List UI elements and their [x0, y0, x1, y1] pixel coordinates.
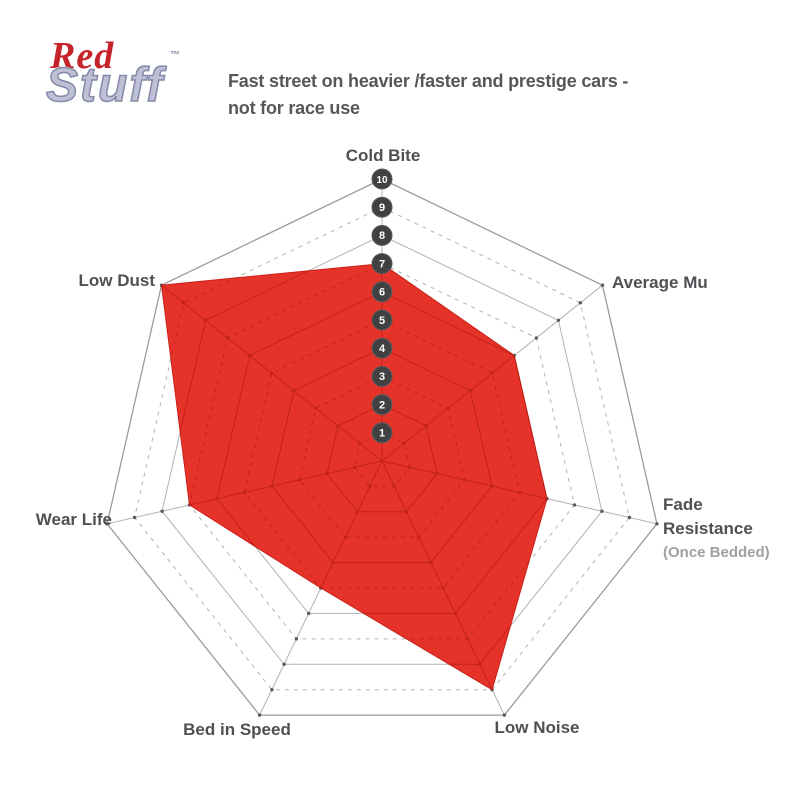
fade-label-line3: (Once Bedded) — [663, 544, 770, 561]
axis-label-average-mu: Average Mu — [612, 273, 708, 292]
scale-badge — [371, 365, 393, 387]
description-line-1: Fast street on heavier /faster and prest… — [228, 71, 629, 91]
redstuff-logo: Red Stuff ™ — [45, 34, 206, 134]
scale-badge — [371, 337, 393, 359]
scale-badge-number: 6 — [379, 287, 385, 299]
axis-label-fade-resistance: Fade Resistance (Once Bedded) — [663, 493, 770, 565]
scale-badge — [371, 224, 393, 246]
axis-label-bed-in-speed: Bed in Speed — [183, 720, 291, 739]
axis-label-low-noise: Low Noise — [494, 718, 580, 737]
scale-badge-number: 5 — [379, 315, 385, 327]
scale-badge — [371, 168, 393, 190]
scale-badge-number: 7 — [379, 258, 385, 270]
scale-badge-number: 1 — [379, 428, 385, 440]
logo-stuff-text: Stuff — [45, 58, 165, 113]
scale-badges: 1 2 3 4 5 6 7 8 9 10 — [371, 168, 393, 444]
scale-badge — [371, 281, 393, 303]
product-description: Fast street on heavier /faster and prest… — [228, 68, 688, 122]
scale-badge-number: 2 — [379, 399, 385, 411]
scale-badge — [371, 253, 393, 275]
fade-label-line1: Fade — [663, 495, 703, 514]
description-line-2: not for race use — [228, 98, 360, 118]
axis-label-low-dust: Low Dust — [78, 271, 156, 290]
scale-badge-number: 9 — [379, 202, 385, 214]
trademark-symbol: ™ — [170, 50, 180, 61]
axis-label-cold-bite: Cold Bite — [345, 146, 421, 165]
scale-badge-number: 3 — [379, 371, 385, 383]
scale-badge — [371, 309, 393, 331]
axis-label-wear-life: Wear Life — [35, 510, 112, 529]
data-polygon — [160, 263, 548, 691]
fade-label-line2: Resistance — [663, 519, 753, 538]
scale-badge — [371, 394, 393, 416]
scale-badge-number: 8 — [379, 230, 385, 242]
scale-badge — [371, 196, 393, 218]
scale-badge — [371, 422, 393, 444]
scale-badge-number: 4 — [379, 343, 386, 355]
logo-red-text: Red — [50, 35, 115, 77]
scale-badge-number: 10 — [376, 175, 388, 186]
